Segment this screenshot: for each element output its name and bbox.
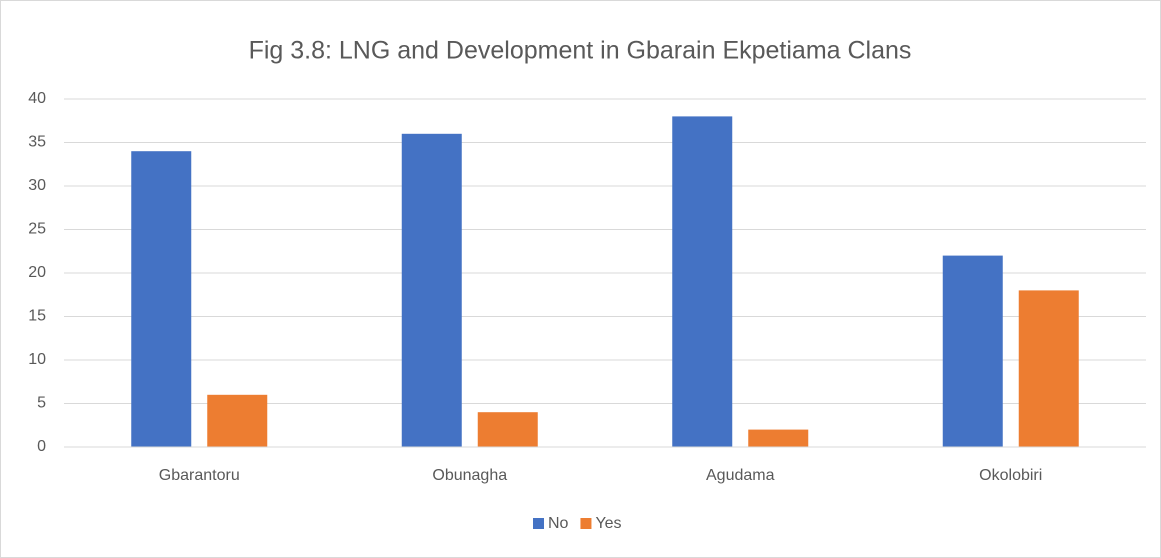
x-tick-label: Agudama	[706, 467, 775, 484]
y-tick-label: 0	[37, 438, 46, 455]
bar	[672, 116, 733, 448]
legend-label: Yes	[595, 515, 621, 532]
bar	[207, 394, 268, 447]
bar	[1018, 290, 1079, 447]
chart-title: Fig 3.8: LNG and Development in Gbarain …	[249, 37, 912, 65]
bar	[748, 429, 809, 447]
y-tick-label: 35	[28, 134, 46, 151]
y-tick-label: 20	[28, 264, 46, 281]
y-tick-label: 40	[28, 90, 46, 107]
legend-swatch	[580, 518, 592, 529]
x-tick-label: Obunagha	[432, 467, 507, 484]
y-tick-label: 25	[28, 221, 46, 238]
legend-swatch	[533, 518, 544, 529]
legend-label: No	[548, 515, 569, 532]
x-tick-label: Gbarantoru	[159, 467, 240, 484]
bar	[131, 151, 192, 447]
x-tick-label: Okolobiri	[979, 467, 1042, 484]
y-tick-label: 15	[28, 308, 46, 325]
y-tick-label: 30	[28, 177, 46, 194]
y-tick-label: 10	[28, 351, 46, 368]
bar	[942, 255, 1003, 447]
y-tick-label: 5	[37, 395, 46, 412]
bar	[401, 133, 462, 448]
bar	[477, 412, 538, 447]
